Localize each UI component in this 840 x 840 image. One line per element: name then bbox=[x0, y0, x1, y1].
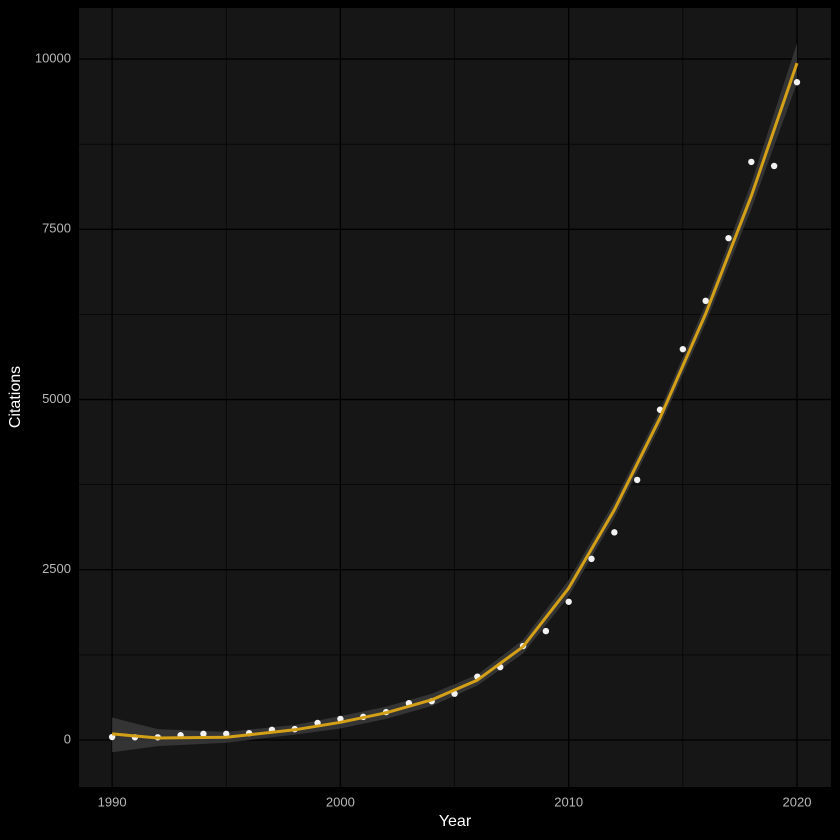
data-point bbox=[633, 476, 641, 484]
data-point bbox=[770, 162, 778, 170]
smooth-line bbox=[111, 62, 799, 740]
x-tick-label: 2000 bbox=[326, 794, 355, 809]
x-tick-label: 1990 bbox=[98, 794, 127, 809]
y-tick-label: 0 bbox=[64, 731, 71, 746]
data-point bbox=[725, 234, 732, 242]
x-axis-title: Year bbox=[439, 813, 472, 830]
y-tick-label: 5000 bbox=[42, 391, 71, 406]
y-axis-title: Citations bbox=[7, 366, 24, 428]
y-tick-label: 2500 bbox=[42, 561, 71, 576]
y-tick-label: 10000 bbox=[35, 51, 71, 66]
data-point bbox=[542, 627, 550, 635]
panel bbox=[79, 8, 831, 787]
data-point bbox=[565, 598, 572, 605]
data-point bbox=[200, 730, 207, 738]
data-point bbox=[748, 158, 755, 166]
data-point bbox=[588, 555, 595, 563]
data-point bbox=[793, 79, 801, 86]
data-point bbox=[679, 345, 687, 353]
data-point bbox=[223, 730, 230, 738]
data-point bbox=[611, 529, 618, 536]
x-tick-label: 2010 bbox=[554, 794, 583, 809]
data-point bbox=[702, 297, 709, 305]
y-tick-label: 7500 bbox=[42, 221, 71, 236]
x-tick-label: 2020 bbox=[783, 794, 812, 809]
